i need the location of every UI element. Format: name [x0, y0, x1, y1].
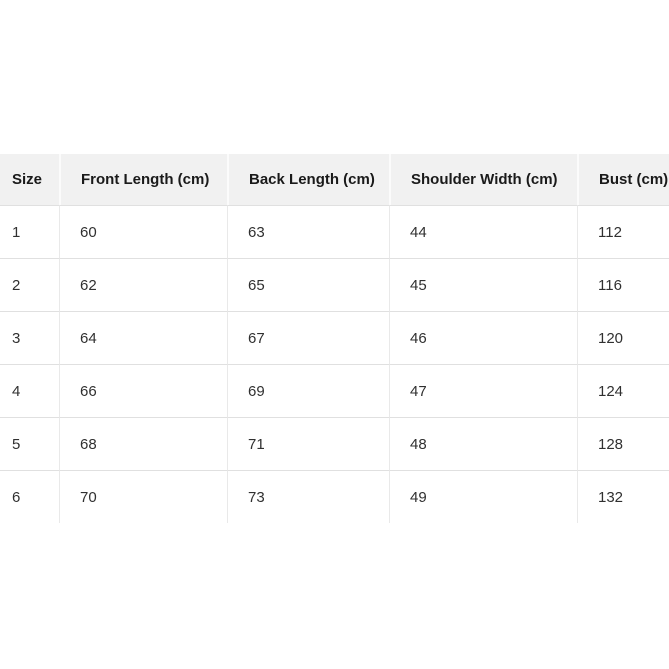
cell-back-length: 73 [227, 470, 389, 523]
cell-shoulder-width: 45 [389, 258, 577, 311]
table-header: Size Front Length (cm) Back Length (cm) … [0, 154, 669, 205]
size-chart-container: Size Front Length (cm) Back Length (cm) … [0, 154, 669, 523]
cell-size: 2 [0, 258, 59, 311]
table-row: 1 60 63 44 112 [0, 205, 669, 258]
cell-bust: 128 [577, 417, 669, 470]
cell-shoulder-width: 48 [389, 417, 577, 470]
column-header-front-length: Front Length (cm) [59, 154, 227, 205]
cell-front-length: 68 [59, 417, 227, 470]
cell-shoulder-width: 49 [389, 470, 577, 523]
cell-front-length: 64 [59, 311, 227, 364]
cell-bust: 120 [577, 311, 669, 364]
cell-bust: 124 [577, 364, 669, 417]
cell-shoulder-width: 47 [389, 364, 577, 417]
cell-bust: 116 [577, 258, 669, 311]
cell-size: 6 [0, 470, 59, 523]
cell-bust: 132 [577, 470, 669, 523]
cell-size: 5 [0, 417, 59, 470]
header-row: Size Front Length (cm) Back Length (cm) … [0, 154, 669, 205]
cell-back-length: 63 [227, 205, 389, 258]
cell-front-length: 62 [59, 258, 227, 311]
table-row: 2 62 65 45 116 [0, 258, 669, 311]
table-row: 5 68 71 48 128 [0, 417, 669, 470]
column-header-back-length: Back Length (cm) [227, 154, 389, 205]
cell-size: 1 [0, 205, 59, 258]
cell-shoulder-width: 44 [389, 205, 577, 258]
table-row: 6 70 73 49 132 [0, 470, 669, 523]
size-chart-table: Size Front Length (cm) Back Length (cm) … [0, 154, 669, 523]
cell-back-length: 65 [227, 258, 389, 311]
column-header-shoulder-width: Shoulder Width (cm) [389, 154, 577, 205]
cell-shoulder-width: 46 [389, 311, 577, 364]
cell-front-length: 66 [59, 364, 227, 417]
cell-bust: 112 [577, 205, 669, 258]
table-row: 3 64 67 46 120 [0, 311, 669, 364]
cell-front-length: 70 [59, 470, 227, 523]
cell-front-length: 60 [59, 205, 227, 258]
column-header-size: Size [0, 154, 59, 205]
cell-size: 3 [0, 311, 59, 364]
column-header-bust: Bust (cm) [577, 154, 669, 205]
table-body: 1 60 63 44 112 2 62 65 45 116 3 64 67 46… [0, 205, 669, 523]
table-row: 4 66 69 47 124 [0, 364, 669, 417]
cell-back-length: 67 [227, 311, 389, 364]
cell-size: 4 [0, 364, 59, 417]
cell-back-length: 71 [227, 417, 389, 470]
cell-back-length: 69 [227, 364, 389, 417]
